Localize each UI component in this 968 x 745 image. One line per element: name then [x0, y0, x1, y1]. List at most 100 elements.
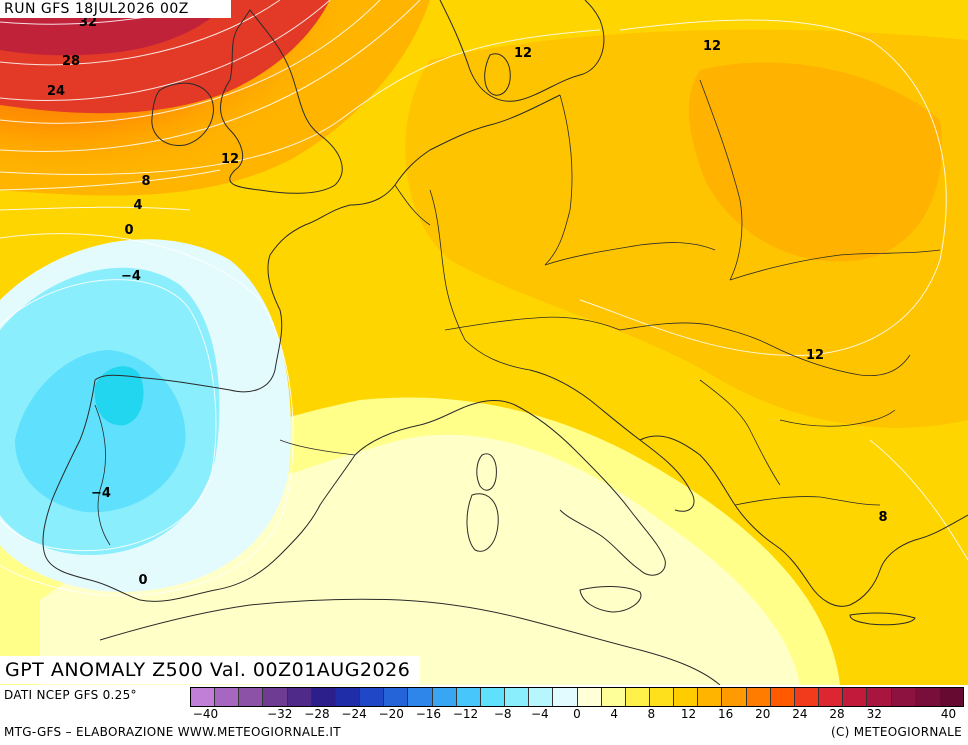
- border-france-germany: [429, 189, 466, 341]
- color-scale-cell: [674, 688, 699, 706]
- color-scale-cell: [770, 688, 795, 706]
- color-scale-cell: [287, 688, 312, 706]
- contour-label-text: 12: [221, 152, 239, 167]
- color-scale-cell: [553, 688, 578, 706]
- color-scale-cell: [698, 688, 723, 706]
- color-scale-cell: [360, 688, 385, 706]
- color-scale-cell: [649, 688, 675, 706]
- contour-12-east: [579, 19, 947, 356]
- coastlines: [42, 0, 968, 685]
- contour-label-28: 28: [62, 54, 80, 69]
- field-cyan-core: [94, 366, 144, 426]
- color-scale-cell: [480, 688, 506, 706]
- footer: DATI NCEP GFS 0.25° −40 −32 −28 −24 −20 −16 −1…: [0, 685, 968, 745]
- color-scale-label: −20: [378, 707, 404, 721]
- border-poland-east: [699, 79, 743, 281]
- border-austria-hungary: [619, 322, 771, 346]
- contour-lines: [0, 0, 968, 597]
- border-italy-north: [464, 339, 531, 371]
- contour-label-12-denmark: 12: [514, 46, 532, 61]
- contour-labels: 32 28 24 12 8 4 0 −4 −4 0 12 12 12 8: [47, 15, 888, 588]
- coast-corsica: [476, 453, 497, 491]
- color-scale-cell: [311, 688, 336, 706]
- coast-balkans: [639, 435, 968, 607]
- contour-8-east: [869, 439, 968, 561]
- color-scale-cell: [843, 688, 868, 706]
- coast-sardinia: [466, 493, 499, 552]
- color-scale-label: 12: [680, 707, 697, 721]
- copyright: (C) METEOGIORNALE: [830, 725, 962, 739]
- border-balkans-2: [779, 409, 896, 427]
- color-scale-label: 24: [792, 707, 808, 721]
- coast-scandinavia: [439, 0, 605, 102]
- border-greece: [734, 496, 881, 506]
- color-scale-cell: [456, 688, 481, 706]
- color-scale-label: 40: [940, 707, 957, 721]
- contour-label-12-uk: 12: [221, 152, 239, 167]
- contour-4-west: [0, 206, 191, 211]
- field-orange-core: [688, 62, 942, 262]
- color-scale-labels: −40 −32 −28 −24 −20 −16 −12 −8 −4 0 4 8 12 16 20 24 28 32…: [190, 707, 964, 723]
- border-germany-poland: [544, 94, 573, 266]
- color-scale-cell: [915, 688, 940, 706]
- color-scale-cell: [819, 688, 844, 706]
- contour-label-24: 24: [47, 84, 65, 99]
- coast-gulf-lion: [354, 400, 666, 576]
- contour-label-12-romania: 12: [806, 348, 824, 363]
- color-scale-cell: [215, 688, 240, 706]
- contour-label-0-south: 0: [138, 573, 147, 588]
- contour-label-text: 32: [79, 15, 97, 30]
- color-scale-cell: [432, 688, 457, 706]
- color-scale-cell: [867, 688, 892, 706]
- contour-label-text: 12: [703, 39, 721, 54]
- color-scale-cell: [263, 688, 288, 706]
- color-scale-label: −28: [304, 707, 330, 721]
- contour-label-8-greece: 8: [878, 510, 887, 525]
- contour-label-0-north: 0: [124, 223, 133, 238]
- contour-label-text: 0: [124, 223, 133, 238]
- coast-denmark: [484, 53, 511, 96]
- color-scale-label: 28: [829, 707, 845, 721]
- color-scale-cell: [722, 688, 747, 706]
- color-scale-cell: [191, 688, 216, 706]
- contour-label-text: −4: [91, 486, 111, 501]
- border-benelux: [394, 184, 431, 226]
- color-scale-cell: [505, 688, 530, 706]
- contour-0-ring: [0, 233, 294, 597]
- contour-label-text: 24: [47, 84, 65, 99]
- contour-12-west: [0, 29, 601, 175]
- coast-north-africa: [99, 598, 721, 685]
- contour-28: [0, 0, 281, 66]
- color-scale-label: 32: [866, 707, 882, 721]
- coast-italy-adriatic: [529, 369, 695, 512]
- contour-label-12-baltic: 12: [703, 39, 721, 54]
- color-scale-label: −24: [341, 707, 367, 721]
- country-borders: [94, 79, 941, 546]
- contour-8-west: [0, 169, 221, 191]
- color-scale-cell: [529, 688, 554, 706]
- border-spain-portugal: [94, 404, 111, 546]
- contour-16: [0, 0, 421, 152]
- contour-label-text: −4: [121, 269, 141, 284]
- map-title: GPT ANOMALY Z500 Val. 00Z01AUG2026: [0, 656, 421, 684]
- color-scale-label: −12: [452, 707, 479, 721]
- color-scale-label: 16: [717, 707, 734, 721]
- color-scale-cell: [601, 688, 626, 706]
- coast-sicily: [579, 586, 642, 613]
- color-scale-cell: [939, 688, 963, 706]
- color-scale-label: 8: [647, 707, 656, 721]
- border-ukraine: [729, 249, 941, 281]
- contour-label-m4-north: −4: [121, 269, 141, 284]
- color-scale-cell: [335, 688, 361, 706]
- color-scale: [190, 687, 964, 707]
- color-scale-cell: [794, 688, 820, 706]
- contour-label-m4-south: −4: [91, 486, 111, 501]
- run-label: RUN GFS 18JUL2026 00Z: [0, 0, 231, 18]
- anomaly-map: 32 28 24 12 8 4 0 −4 −4 0 12 12 12 8: [0, 0, 968, 685]
- color-scale-label: −8: [493, 707, 512, 721]
- color-scale-cell: [408, 688, 433, 706]
- color-scale-cell: [384, 688, 409, 706]
- color-scale-label: 4: [610, 707, 618, 721]
- contour-label-text: 0: [138, 573, 147, 588]
- contour-label-32: 32: [79, 15, 97, 30]
